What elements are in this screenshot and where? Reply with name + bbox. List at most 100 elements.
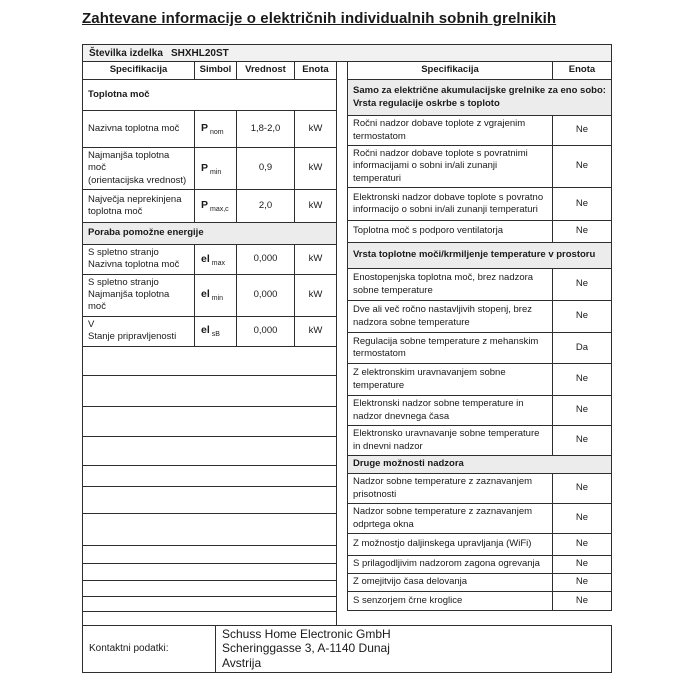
yes-no-cell: Ne xyxy=(552,555,612,575)
right-spec-row: Elektronsko uravnavanje sobne temperatur… xyxy=(347,425,612,457)
symbol-main: el xyxy=(201,288,210,301)
right-header-row: Specifikacija Enota xyxy=(347,61,612,80)
left-section-row: Poraba pomožne energije xyxy=(82,222,337,246)
empty-row xyxy=(82,512,337,546)
spec-cell: S spletno stranjo Nazivna toplotna moč xyxy=(82,244,195,275)
symbol-cell: el sB xyxy=(194,315,237,347)
empty-row xyxy=(82,579,337,597)
right-spec-row: Z omejitvijo časa delovanja Ne xyxy=(347,573,612,593)
left-spec-row: V Stanje pripravljenosti el sB 0,000 kW xyxy=(82,315,337,347)
value-cell: 0,000 xyxy=(236,244,295,275)
yes-no-cell: Ne xyxy=(552,425,612,457)
right-spec-row: Nadzor sobne temperature z zaznavanjem o… xyxy=(347,503,612,535)
contact-row: Kontaktni podatki: Schuss Home Electroni… xyxy=(82,624,612,673)
value-cell: 0,000 xyxy=(236,315,295,347)
yes-no-cell: Ne xyxy=(552,144,612,189)
right-section-row: Druge možnosti nadzora xyxy=(347,455,612,475)
spec-cell: S prilagodljivim nadzorom zagona ogrevan… xyxy=(347,555,553,575)
left-section-row: Toplotna moč xyxy=(82,79,337,111)
symbol-subscript: min xyxy=(210,168,222,176)
yes-no-cell: Ne xyxy=(552,115,612,146)
spec-cell: Elektronski nadzor dobave toplote s povr… xyxy=(347,187,553,222)
left-header-row: Specifikacija Simbol Vrednost Enota xyxy=(82,61,337,80)
symbol-subscript: max xyxy=(211,259,225,267)
empty-row xyxy=(82,464,337,487)
spec-cell: V Stanje pripravljenosti xyxy=(82,315,195,347)
symbol-subscript: min xyxy=(211,295,224,303)
spec-cell: Elektronski nadzor sobne temperature in … xyxy=(347,395,553,427)
spec-cell: Regulacija sobne temperature z mehanskim… xyxy=(347,332,553,365)
page-title: Zahtevane informacije o električnih indi… xyxy=(82,10,557,27)
right-specs-table: Specifikacija Enota Samo za električne ak… xyxy=(347,61,612,612)
yes-no-cell: Ne xyxy=(552,220,612,244)
spec-cell: Z možnostjo daljinskega upravljanja (WiF… xyxy=(347,533,553,557)
right-spec-row: S prilagodljivim nadzorom zagona ogrevan… xyxy=(347,555,612,575)
spec-cell: Ročni nadzor dobave toplote z vgrajenim … xyxy=(347,115,553,146)
yes-no-cell: Ne xyxy=(552,503,612,535)
yes-no-cell: Da xyxy=(552,332,612,365)
contact-line: Scheringgasse 3, A-1140 Dunaj xyxy=(222,641,390,656)
empty-row xyxy=(82,405,337,437)
yes-no-cell: Ne xyxy=(552,573,612,593)
symbol-subscript: nom xyxy=(210,129,224,137)
empty-cell xyxy=(82,435,337,466)
contact-line: Schuss Home Electronic GmbH xyxy=(222,626,391,641)
product-fiche: Številka izdelka SHXHL20ST Specifikacija… xyxy=(82,44,612,673)
empty-row xyxy=(82,544,337,564)
symbol-main: P xyxy=(201,199,209,212)
value-cell: 1,8-2,0 xyxy=(236,110,295,148)
spec-cell: Ročni nadzor dobave toplote s povratnimi… xyxy=(347,144,553,189)
left-spec-row: S spletno stranjo Nazivna toplotna moč el m… xyxy=(82,244,337,275)
unit-cell: kW xyxy=(294,110,337,148)
unit-cell: kW xyxy=(294,146,337,191)
value-cell: 0,000 xyxy=(236,273,295,317)
empty-cell xyxy=(82,562,337,581)
yes-no-cell: Ne xyxy=(552,363,612,397)
section-title-line: Druge možnosti nadzora xyxy=(353,458,464,470)
empty-row xyxy=(82,562,337,581)
empty-row xyxy=(82,595,337,612)
empty-row xyxy=(82,610,337,626)
right-spec-row: Nadzor sobne temperature z zaznavanjem p… xyxy=(347,473,612,505)
spec-cell: Nazivna toplotna moč xyxy=(82,110,195,148)
right-spec-row: S senzorjem črne kroglice Ne xyxy=(347,591,612,612)
spec-cell: Nadzor sobne temperature z zaznavanjem p… xyxy=(347,473,553,505)
contact-label: Kontaktni podatki: xyxy=(83,625,216,672)
contact-info: Schuss Home Electronic GmbH Scheringgasse… xyxy=(216,626,611,672)
section-title-line: Vrsta toplotne moči/krmiljenje temperatu… xyxy=(353,249,596,261)
right-spec-row: Regulacija sobne temperature z mehanskim… xyxy=(347,332,612,365)
empty-cell xyxy=(82,405,337,437)
unit-cell: kW xyxy=(294,244,337,275)
unit-cell: kW xyxy=(294,189,337,224)
empty-cell xyxy=(82,374,337,407)
tables-region: Specifikacija Simbol Vrednost Enota Toplotn… xyxy=(82,61,612,626)
left-spec-row: S spletno stranjo Najmanjša toplotna moč e… xyxy=(82,273,337,317)
right-section-title: Samo za električne akumulacijske grelnik… xyxy=(347,79,612,116)
empty-cell xyxy=(82,544,337,564)
yes-no-cell: Ne xyxy=(552,187,612,222)
spec-cell: Največja neprekinjena toplotna moč xyxy=(82,189,195,224)
right-spec-row: Elektronski nadzor dobave toplote s povr… xyxy=(347,187,612,222)
right-section-title: Vrsta toplotne moči/krmiljenje temperatu… xyxy=(347,242,612,270)
empty-row xyxy=(82,374,337,407)
unit-cell: kW xyxy=(294,315,337,347)
document-page: Zahtevane informacije o električnih indi… xyxy=(82,10,612,673)
section-title-line: Samo za električne akumulacijske grelnik… xyxy=(353,85,606,97)
spec-cell: Dve ali več ročno nastavljivih stopenj, … xyxy=(347,300,553,334)
empty-row xyxy=(82,435,337,466)
empty-cell xyxy=(82,464,337,487)
empty-cell xyxy=(82,512,337,546)
right-spec-row: Enostopenjska toplotna moč, brez nadzora… xyxy=(347,268,612,302)
yes-no-cell: Ne xyxy=(552,300,612,334)
right-spec-row: Ročni nadzor dobave toplote z vgrajenim … xyxy=(347,115,612,146)
empty-row xyxy=(82,345,337,376)
right-spec-row: Elektronski nadzor sobne temperature in … xyxy=(347,395,612,427)
right-section-row: Samo za električne akumulacijske grelnik… xyxy=(347,79,612,116)
right-spec-row: Z elektronskim uravnavanjem sobne temper… xyxy=(347,363,612,397)
product-number-row: Številka izdelka SHXHL20ST xyxy=(82,44,612,62)
spec-cell: S spletno stranjo Najmanjša toplotna moč xyxy=(82,273,195,317)
empty-cell xyxy=(82,485,337,514)
